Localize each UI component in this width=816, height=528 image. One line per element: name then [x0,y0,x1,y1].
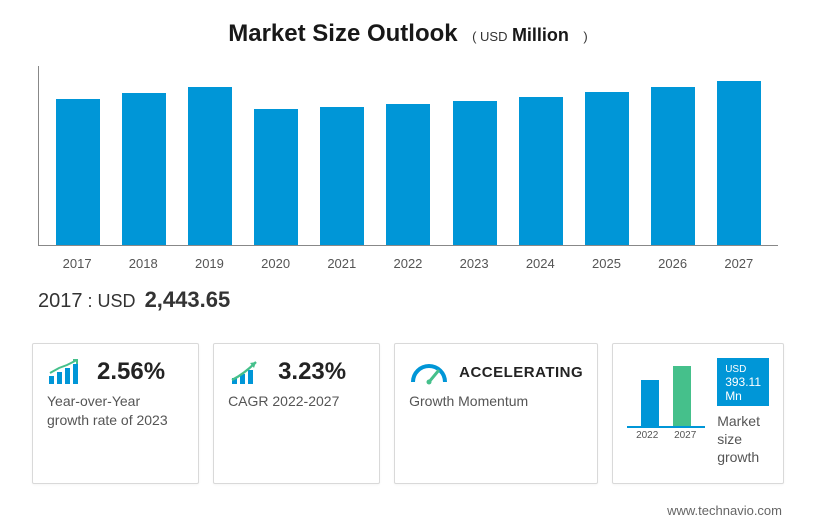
x-axis-labels: 2017201820192020202120222023202420252026… [38,256,778,271]
chart-title: Market Size Outlook [228,20,457,47]
barline-up-icon [47,358,87,386]
mini-bar-2027 [673,366,691,426]
growth-arrow-icon [228,358,268,386]
yoy-label: Year-over-Year growth rate of 2023 [47,392,184,430]
x-label: 2017 [44,256,110,271]
bar [519,97,563,245]
value-callout: 2017 : USD 2,443.65 [38,287,786,313]
bar [320,107,364,245]
mini-label-1: 2027 [672,430,698,441]
title-suffix: ) [583,29,587,44]
bar [717,81,761,245]
footer-attribution: www.technavio.com [667,503,782,518]
bar [188,87,232,245]
pill-prefix: USD [725,364,746,375]
yoy-value: 2.56% [97,358,165,386]
x-label: 2020 [243,256,309,271]
bar [585,92,629,245]
bar [386,104,430,245]
cagr-label: CAGR 2022-2027 [228,392,365,411]
bar [453,101,497,245]
x-label: 2021 [309,256,375,271]
pill-value: 393.11 Mn [725,375,761,403]
growth-label: Market size growth [717,412,769,467]
x-label: 2026 [640,256,706,271]
callout-currency: USD [98,291,136,311]
gauge-icon [409,358,449,386]
card-yoy: 2.56% Year-over-Year growth rate of 2023 [32,343,199,484]
chart-container: Market Size Outlook ( USD Million ) 2017… [0,0,816,528]
momentum-value: ACCELERATING [459,364,583,381]
bar-col [574,66,639,245]
x-label: 2019 [177,256,243,271]
callout-value: 2,443.65 [145,287,231,312]
x-label: 2018 [111,256,177,271]
bar [56,99,100,245]
bar-col [640,66,705,245]
mini-label-0: 2022 [634,430,660,441]
growth-pill: USD 393.11 Mn [717,358,769,406]
callout-year: 2017 [38,290,83,312]
bar-col [310,66,375,245]
metrics-cards: 2.56% Year-over-Year growth rate of 2023… [32,343,784,484]
card-momentum: ACCELERATING Growth Momentum [394,343,598,484]
bar-col [376,66,441,245]
bar-col [706,66,771,245]
bar [651,87,695,245]
bar-col [508,66,573,245]
bar-col [45,66,110,245]
title-prefix: ( USD [472,29,507,44]
x-label: 2024 [508,256,574,271]
callout-sep: : [88,291,98,311]
bar [254,109,298,245]
title-unit: Million [512,25,569,45]
mini-bar-2022 [641,380,659,426]
bar-col [177,66,242,245]
x-label: 2027 [706,256,772,271]
cagr-value: 3.23% [278,358,346,386]
x-label: 2022 [375,256,441,271]
momentum-label: Growth Momentum [409,392,583,411]
bar-col [111,66,176,245]
mini-chart: 2022 2027 [627,358,705,441]
bar-chart [38,66,778,246]
bar-col [442,66,507,245]
x-label: 2025 [574,256,640,271]
card-growth: 2022 2027 USD 393.11 Mn Market size grow… [612,343,784,484]
card-cagr: 3.23% CAGR 2022-2027 [213,343,380,484]
bar-col [244,66,309,245]
title-row: Market Size Outlook ( USD Million ) [30,20,786,48]
bar [122,93,166,245]
x-label: 2023 [441,256,507,271]
